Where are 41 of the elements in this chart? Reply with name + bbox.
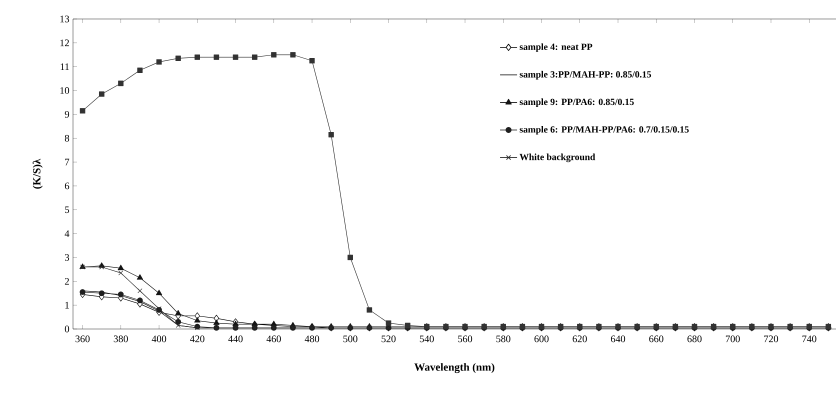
y-tick-label: 7 (65, 158, 70, 166)
x-tick-label: 640 (610, 336, 626, 342)
y-tick-label: 1 (65, 302, 69, 308)
y-tick-label: 2 (64, 278, 69, 285)
x-tick-label: 440 (228, 336, 243, 342)
y-tick-label: 9 (64, 111, 70, 118)
x-tick-label: 600 (534, 336, 549, 342)
x-tick-label: 360 (76, 336, 90, 342)
legend-label: White background (520, 154, 596, 162)
x-tick-label: 500 (343, 336, 358, 342)
y-tick-label: 5 (65, 206, 70, 214)
x-tick-label: 380 (114, 336, 128, 342)
y-tick-label: 8 (64, 134, 70, 142)
y-tick-label: 3 (64, 254, 70, 261)
x-tick-label: 520 (382, 336, 396, 342)
x-tick-label: 580 (496, 336, 510, 342)
y-tick-label: 11 (60, 63, 69, 70)
x-tick-label: 400 (152, 336, 166, 342)
y-tick-label: 10 (60, 87, 70, 94)
x-tick-label: 560 (458, 336, 472, 342)
x-tick-label: 460 (266, 336, 281, 342)
y-tick-label: 6 (64, 182, 70, 190)
y-axis-title: (K/S)λ (32, 158, 43, 189)
x-tick-label: 680 (687, 336, 702, 342)
x-tick-label: 720 (764, 336, 778, 342)
y-tick-label: 12 (60, 40, 69, 46)
x-tick-label: 660 (649, 336, 664, 342)
x-tick-label: 480 (304, 336, 320, 342)
x-axis-title: Wavelength (nm) (414, 363, 494, 374)
y-tick-label: 4 (64, 230, 70, 237)
legend-label: sample 6: PP/MAH-PP/PA6: 0.7/0.15/0.15 (520, 126, 689, 135)
legend-label: sample 4: neat PP (520, 43, 592, 52)
x-tick-label: 540 (420, 336, 434, 342)
x-tick-label: 700 (726, 336, 740, 342)
legend-label: sample 3:PP/MAH-PP: 0.85/0.15 (520, 70, 652, 80)
x-tick-label: 620 (572, 336, 587, 342)
y-tick-label: 13 (60, 16, 70, 22)
y-tick-label: 0 (64, 326, 70, 332)
x-tick-label: 420 (190, 336, 204, 342)
x-tick-label: 740 (802, 336, 816, 342)
legend-label: sample 9: PP/PA6: 0.85/0.15 (520, 98, 634, 108)
